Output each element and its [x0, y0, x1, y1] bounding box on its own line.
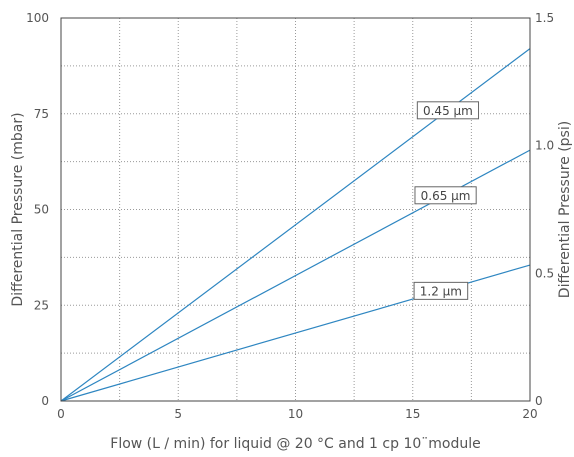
- series-label-box: [416, 101, 480, 120]
- series-label-2: 1.2 µm: [413, 281, 469, 300]
- y2-tick-label: 1.5: [535, 11, 554, 25]
- y2-tick-label: 0.5: [535, 266, 554, 280]
- grid: [61, 18, 530, 401]
- y-axis-title: Differential Pressure (mbar): [10, 112, 26, 306]
- y2-tick-label: 0: [535, 394, 543, 408]
- x-tick-label: 15: [405, 407, 420, 421]
- x-tick-label: 5: [174, 407, 182, 421]
- plot-area-frame: [60, 17, 531, 402]
- x-tick-label: 10: [288, 407, 303, 421]
- x-tick-label: 20: [522, 407, 537, 421]
- y2-tick-label: 1.0: [535, 139, 554, 153]
- series-label-1: 0.65 µm: [414, 186, 477, 205]
- series-label-box: [414, 186, 477, 205]
- y-tick-label: 50: [34, 203, 49, 217]
- y-tick-label: 100: [26, 11, 49, 25]
- y-tick-label: 0: [41, 394, 49, 408]
- y-tick-label: 75: [34, 107, 49, 121]
- series-label-text: 0.45 µm: [423, 104, 473, 118]
- x-tick-label: 0: [57, 407, 65, 421]
- y-tick-label: 25: [34, 298, 49, 312]
- series-label-box: [413, 281, 469, 300]
- series-label-0: 0.45 µm: [416, 101, 480, 120]
- x-axis-title: Flow (L / min) for liquid @ 20 °C and 1 …: [110, 436, 480, 452]
- series-label-text: 0.65 µm: [421, 189, 471, 203]
- series-label-text: 1.2 µm: [420, 284, 462, 298]
- series-labels: 0.45 µm 0.65 µm 1.2 µm: [413, 101, 480, 300]
- y2-axis-title: Differential Pressure (psi): [557, 121, 573, 298]
